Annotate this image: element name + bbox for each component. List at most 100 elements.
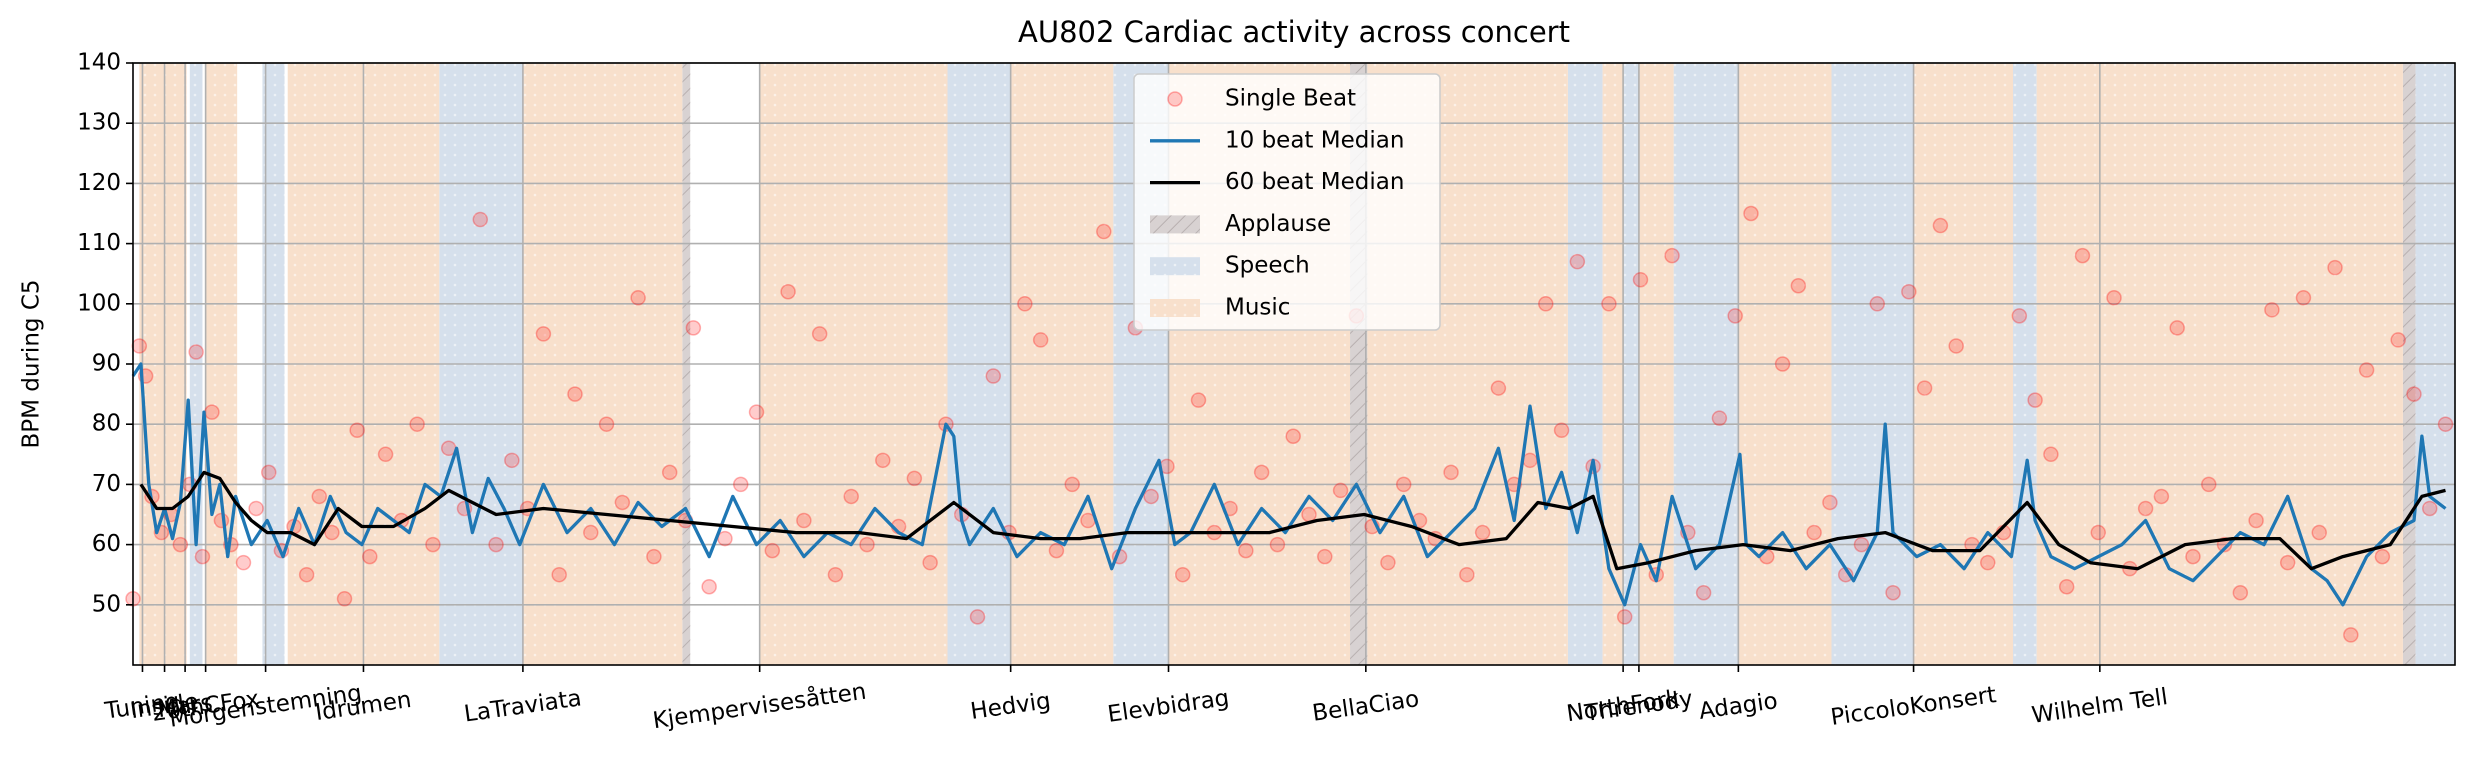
median-line [131, 362, 2447, 607]
beat-point [377, 446, 394, 463]
beat-point [796, 512, 812, 529]
beat-point [1395, 476, 1412, 493]
beat-point [204, 404, 220, 420]
beat-point [1490, 380, 1507, 396]
beat-point [2311, 524, 2327, 541]
beat-point [875, 452, 891, 469]
beat-point [2043, 446, 2059, 463]
beat-point [646, 548, 662, 565]
beat-point [1743, 205, 1759, 222]
beat-point [1553, 422, 1570, 438]
beat-point [1048, 542, 1065, 559]
beat-point [298, 566, 315, 583]
beat-point [2153, 488, 2170, 505]
beat-point [1522, 452, 1538, 469]
beat-point [311, 488, 328, 505]
beat-point [764, 542, 781, 559]
beat-point [685, 320, 702, 336]
beat-point [1332, 482, 1349, 499]
beat-point [2090, 524, 2107, 541]
beat-point [1711, 410, 1728, 426]
beat-point [1238, 542, 1254, 559]
beat-point [1064, 476, 1080, 493]
beat-point [1253, 464, 1270, 481]
beat-point [1948, 338, 1964, 354]
y-tick-label: 80 [92, 411, 121, 437]
beat-point [2421, 500, 2438, 517]
beat-point [985, 368, 1002, 384]
legend-patch-pattern [1150, 257, 1200, 276]
beat-point [922, 554, 938, 571]
beat-point [1664, 247, 1680, 264]
x-tick-label: BellaCiao [1311, 686, 1421, 727]
beat-point [701, 578, 717, 595]
beat-point [2185, 548, 2201, 565]
beat-point [1632, 271, 1649, 288]
legend-marker [1167, 91, 1183, 107]
beat-point [2169, 320, 2185, 336]
beat-point [488, 536, 504, 553]
beat-point [248, 500, 264, 517]
y-tick-label: 100 [77, 290, 121, 316]
beat-point [906, 470, 923, 487]
beat-point [717, 530, 733, 547]
beat-point [2358, 362, 2375, 378]
beat-point [1932, 217, 1949, 234]
beat-point [1885, 585, 1901, 601]
beat-point [661, 464, 678, 481]
beat-point [780, 284, 796, 300]
beat-point [2295, 290, 2312, 306]
beat-point [1806, 524, 1822, 541]
beat-point [1474, 524, 1491, 541]
chart-title: AU802 Cardiac activity across concert [1018, 15, 1570, 49]
legend-label: Applause [1225, 211, 1331, 237]
legend-label: 10 beat Median [1225, 127, 1404, 153]
beat-point [336, 591, 353, 607]
y-tick-label: 60 [92, 531, 121, 557]
legend-label: 60 beat Median [1225, 169, 1404, 195]
beat-point [2201, 476, 2217, 493]
beat-point [1380, 554, 1396, 571]
beat-point [1096, 223, 1112, 240]
beat-point [472, 211, 489, 228]
legend-label: Speech [1225, 253, 1310, 279]
legend-label: Music [1225, 295, 1290, 321]
beat-point [1143, 488, 1159, 505]
beat-point [1616, 609, 1633, 625]
legend-patch-pattern [1150, 215, 1200, 234]
beat-point [2232, 585, 2249, 601]
beat-point [1301, 506, 1317, 523]
beat-point [362, 548, 378, 565]
beat-point [1695, 585, 1712, 601]
beat-point [1174, 566, 1191, 583]
beat-point [1601, 296, 1617, 312]
x-tick-label: Kjempervisesåtten [651, 677, 868, 735]
beat-point [1459, 566, 1475, 583]
beat-point [504, 452, 520, 469]
y-tick-label: 110 [77, 230, 121, 256]
median-line [139, 470, 2446, 571]
beat-point [2264, 302, 2280, 318]
beat-point [1822, 494, 1838, 511]
beat-point [1727, 308, 1743, 324]
beat-point [630, 290, 646, 306]
beat-point [1853, 536, 1870, 553]
beat-point [1538, 296, 1554, 312]
beat-point [1916, 380, 1933, 396]
beat-point [2343, 627, 2359, 643]
beat-point [1317, 548, 1333, 565]
y-tick-label: 130 [77, 110, 121, 136]
beat-point [2011, 308, 2028, 324]
beat-point [1443, 464, 1459, 481]
y-tick-label: 120 [77, 170, 121, 196]
beat-point [1285, 428, 1301, 444]
beat-point [2248, 512, 2264, 529]
beat-point [2374, 548, 2391, 565]
beat-point [2074, 247, 2091, 264]
beat-point [969, 609, 986, 625]
beat-point [235, 554, 252, 571]
beat-point [811, 326, 828, 342]
x-tick-label: LaTraviata [462, 685, 583, 727]
beat-point [748, 404, 765, 420]
x-tick-label: Elevbidrag [1106, 685, 1231, 728]
